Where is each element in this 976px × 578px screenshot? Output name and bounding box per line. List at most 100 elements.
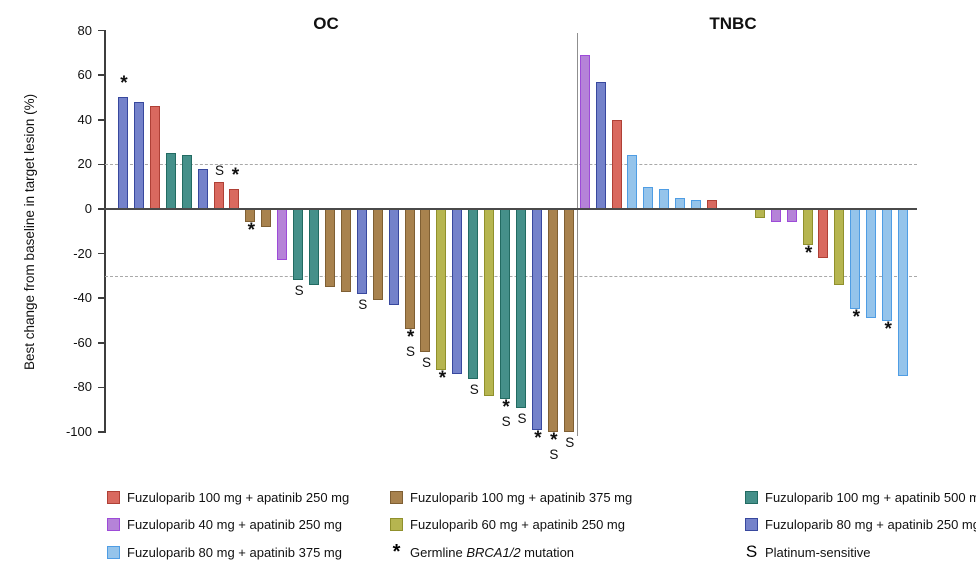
- legend: Fuzuloparib 100 mg + apatinib 250 mg Fuzu…: [0, 484, 976, 572]
- brca-mutation-marker: *: [438, 367, 447, 389]
- y-tick-label: -40: [73, 290, 92, 306]
- bar-tnbc-49: [882, 209, 893, 321]
- bar-oc-18: [388, 209, 399, 305]
- legend-item: Fuzuloparib 60 mg + apatinib 250 mg: [390, 515, 625, 535]
- legend-swatch: [107, 518, 120, 531]
- brca-mutation-marker: *: [550, 430, 558, 452]
- legend-item: Fuzuloparib 100 mg + apatinib 250 mg: [107, 487, 349, 507]
- group-separator-line: [577, 33, 578, 436]
- brca-mutation-marker: *: [247, 220, 256, 242]
- legend-label: Fuzuloparib 100 mg + apatinib 375 mg: [410, 489, 633, 505]
- bar-oc-17: [372, 209, 383, 301]
- bar-oc-29: [563, 209, 574, 433]
- platinum-sensitive-marker: S: [501, 413, 511, 429]
- y-tick-mark: [98, 163, 104, 166]
- platinum-sensitive-marker: S: [294, 283, 304, 299]
- legend-item: * Germline BRCA1/2 mutation: [390, 541, 575, 563]
- bar-tnbc-30: [579, 55, 590, 209]
- bar-tnbc-31: [595, 81, 606, 209]
- legend-item: Fuzuloparib 100 mg + apatinib 375 mg: [390, 487, 632, 507]
- brca-mutation-marker: *: [852, 307, 861, 329]
- legend-item: Fuzuloparib 80 mg + apatinib 250 mg: [745, 515, 976, 535]
- bar-oc-14: [324, 209, 335, 288]
- bar-oc-24: [484, 209, 495, 397]
- group-title-tnbc: TNBC: [709, 14, 757, 33]
- bar-oc-6: [197, 168, 208, 209]
- bar-oc-23: [468, 209, 479, 379]
- legend-swatch: [390, 490, 403, 504]
- y-tick-label: -100: [65, 424, 92, 440]
- bar-tnbc-33: [627, 155, 638, 209]
- bar-oc-8: [229, 188, 240, 209]
- y-tick-label: 40: [77, 111, 92, 127]
- y-tick-label: -80: [73, 379, 92, 395]
- platinum-sensitive-marker: S: [565, 435, 575, 451]
- legend-label: Fuzuloparib 40 mg + apatinib 250 mg: [127, 517, 342, 532]
- bar-oc-2: [133, 101, 144, 209]
- bar-tnbc-47: [850, 209, 861, 310]
- bar-oc-10: [261, 209, 272, 227]
- y-tick-mark: [98, 252, 104, 255]
- legend-swatch: [107, 490, 120, 504]
- bar-oc-20: [420, 209, 431, 352]
- bar-oc-13: [309, 209, 320, 285]
- y-tick-mark: [98, 119, 104, 121]
- legend-item: S Platinum-sensitive: [745, 542, 871, 562]
- reference-line: [105, 275, 917, 277]
- brca-mutation-marker: *: [406, 327, 415, 349]
- platinum-marker-symbol: S: [745, 542, 758, 561]
- platinum-sensitive-marker: S: [517, 410, 527, 426]
- legend-label: Fuzuloparib 80 mg + apatinib 250 mg: [765, 517, 976, 532]
- bar-tnbc-34: [643, 186, 654, 209]
- legend-label: Platinum-sensitive: [765, 544, 871, 560]
- legend-swatch: [107, 545, 120, 559]
- bar-oc-7: [213, 182, 224, 209]
- y-tick-label: 20: [77, 156, 92, 172]
- y-tick-mark: [98, 74, 104, 76]
- bar-oc-16: [356, 209, 367, 294]
- bar-oc-28: [547, 209, 558, 433]
- legend-swatch: [745, 518, 758, 531]
- legend-item: Fuzuloparib 40 mg + apatinib 250 mg: [107, 515, 342, 535]
- y-tick-mark: [98, 342, 104, 344]
- platinum-sensitive-marker: S: [406, 344, 416, 360]
- bar-oc-1: [118, 97, 128, 209]
- bar-oc-3: [149, 106, 160, 209]
- platinum-sensitive-marker: S: [549, 447, 559, 463]
- y-tick-label: 80: [77, 22, 92, 38]
- y-tick-mark: [98, 386, 104, 389]
- legend-label: Fuzuloparib 60 mg + apatinib 250 mg: [410, 517, 625, 532]
- bar-oc-22: [452, 209, 463, 375]
- brca-marker-symbol: *: [392, 541, 401, 563]
- bar-tnbc-35: [659, 188, 670, 209]
- bar-oc-27: [531, 209, 542, 430]
- bar-tnbc-45: [818, 209, 829, 259]
- platinum-sensitive-marker: S: [421, 354, 431, 370]
- legend-swatch: [745, 490, 758, 504]
- brca-mutation-marker: *: [231, 164, 240, 186]
- bar-oc-12: [293, 209, 304, 281]
- legend-label: Germline BRCA1/2 mutation: [410, 544, 575, 560]
- bar-oc-26: [516, 209, 526, 408]
- platinum-sensitive-marker: S: [215, 163, 225, 179]
- bar-tnbc-41: [754, 209, 765, 218]
- reference-line: [105, 164, 917, 166]
- brca-mutation-marker: *: [884, 318, 892, 340]
- bar-oc-21: [436, 209, 447, 370]
- y-tick-label: 0: [84, 201, 92, 216]
- brca-mutation-marker: *: [502, 396, 510, 418]
- group-title-oc: OC: [313, 14, 339, 33]
- y-tick-mark: [98, 29, 104, 32]
- bar-oc-4: [165, 153, 176, 209]
- bar-tnbc-50: [898, 209, 909, 377]
- legend-label: Fuzuloparib 80 mg + apatinib 375 mg: [127, 544, 342, 560]
- y-tick-mark: [98, 208, 104, 210]
- bar-tnbc-32: [611, 119, 622, 209]
- legend-swatch: [390, 518, 403, 531]
- brca-mutation-marker: *: [120, 73, 128, 95]
- y-tick-mark: [98, 431, 104, 433]
- bar-oc-19: [404, 209, 415, 330]
- bar-tnbc-46: [834, 209, 845, 285]
